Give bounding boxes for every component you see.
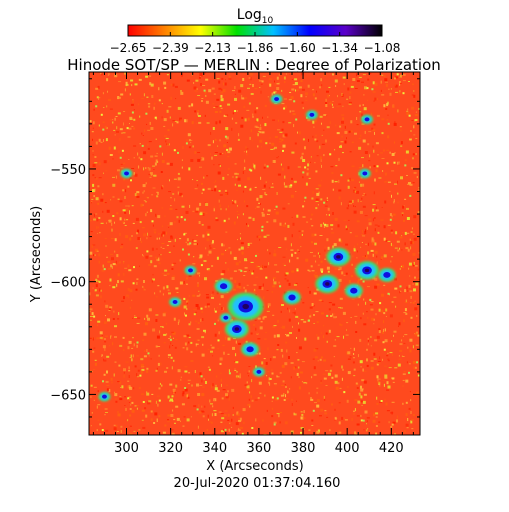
y-axis: −550 −600 −650 [50,78,420,418]
polarization-region-11 [169,297,182,307]
heatmap-background [89,72,420,435]
strong-polarization-regions [98,94,396,402]
polarization-region-17 [120,168,133,179]
polarization-region-2 [214,279,233,294]
heatmap-area [89,72,420,435]
x-tick-label: 320 [158,441,183,456]
y-axis-label: Y (Arcseconds) [29,206,44,303]
polarization-region-19 [252,367,265,377]
heatmap-speckles [89,72,420,435]
colorbar-tick-label: −1.60 [279,41,316,55]
colorbar-tick-label: −1.34 [321,41,358,55]
polarization-region-3 [241,342,260,357]
y-tick-label: −650 [50,388,86,403]
polarization-region-18 [98,392,111,402]
colorbar-tick-label: −2.13 [194,41,231,55]
x-tick-label: 360 [246,441,271,456]
x-tick-label: 300 [114,441,139,456]
polarization-region-5 [315,274,340,294]
x-axis-label: X (Arcseconds) [206,459,303,474]
polarization-region-0 [227,292,264,321]
polarization-region-16 [358,168,371,179]
colorbar-label-subscript: 10 [262,16,274,26]
colorbar-tick-label: −1.08 [364,41,401,55]
polarization-region-15 [361,114,373,124]
y-tick-label: −600 [50,276,86,291]
polarization-region-7 [355,261,379,280]
polarization-region-4 [283,290,301,305]
colorbar-label: Log10 [237,7,274,26]
x-tick-label: 420 [379,441,404,456]
colorbar-tick-label: −2.39 [152,41,189,55]
plot-frame [88,71,421,436]
chart-title: Hinode SOT/SP — MERLIN : Degree of Polar… [67,56,441,74]
x-axis: 300 320 340 360 380 400 420 [92,72,414,456]
polarization-region-10 [184,265,197,276]
polarization-region-8 [377,267,396,282]
x-tick-label: 340 [202,441,227,456]
colorbar-ticks: −2.65 −2.39 −2.13 −1.86 −1.60 −1.34 −1.08 [110,32,401,55]
colorbar-tick-label: −2.65 [110,41,147,55]
polarization-region-9 [344,283,363,298]
x-tick-label: 400 [335,441,360,456]
colorbar-tick-label: −1.86 [237,41,274,55]
polarization-region-14 [305,110,318,120]
polarization-region-6 [326,247,351,267]
polarization-region-12 [219,313,232,323]
x-tick-label: 380 [291,441,316,456]
y-tick-label: −550 [50,163,86,178]
polarization-region-13 [270,94,283,104]
polarization-region-1 [224,319,249,339]
timestamp: 20-Jul-2020 01:37:04.160 [174,476,341,491]
